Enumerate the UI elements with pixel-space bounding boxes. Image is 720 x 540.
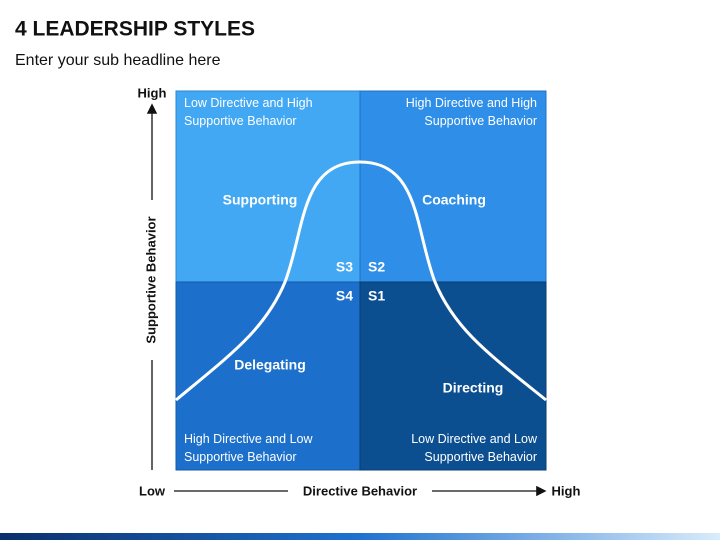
style-code: S2	[368, 259, 385, 275]
style-label: Directing	[443, 380, 504, 396]
y-high-label: High	[138, 85, 167, 100]
title: 4 LEADERSHIP STYLES	[15, 18, 255, 41]
description: Low Directive and High Supportive Behavio…	[184, 96, 313, 128]
style-label: Supporting	[223, 192, 298, 208]
style-label: Delegating	[234, 357, 306, 373]
y-axis-label: Supportive Behavior	[143, 216, 158, 343]
style-code: S1	[368, 288, 385, 304]
quadrant	[175, 90, 361, 283]
style-code: S3	[336, 259, 353, 275]
curve	[175, 160, 547, 402]
x-axis-label: Directive Behavior	[303, 483, 417, 498]
style-label: Coaching	[422, 192, 486, 208]
footer-band	[0, 533, 720, 540]
x-high-label: High	[552, 483, 581, 498]
x-low-label: Low	[139, 483, 166, 498]
subtitle: Enter your sub headline here	[15, 52, 221, 69]
style-code: S4	[336, 288, 353, 304]
quadrant	[359, 90, 547, 283]
description: Low Directive and Low Supportive Behavior	[411, 432, 538, 464]
description: High Directive and Low Supportive Behavio…	[184, 432, 314, 464]
description: High Directive and High Supportive Behavi…	[406, 96, 537, 128]
